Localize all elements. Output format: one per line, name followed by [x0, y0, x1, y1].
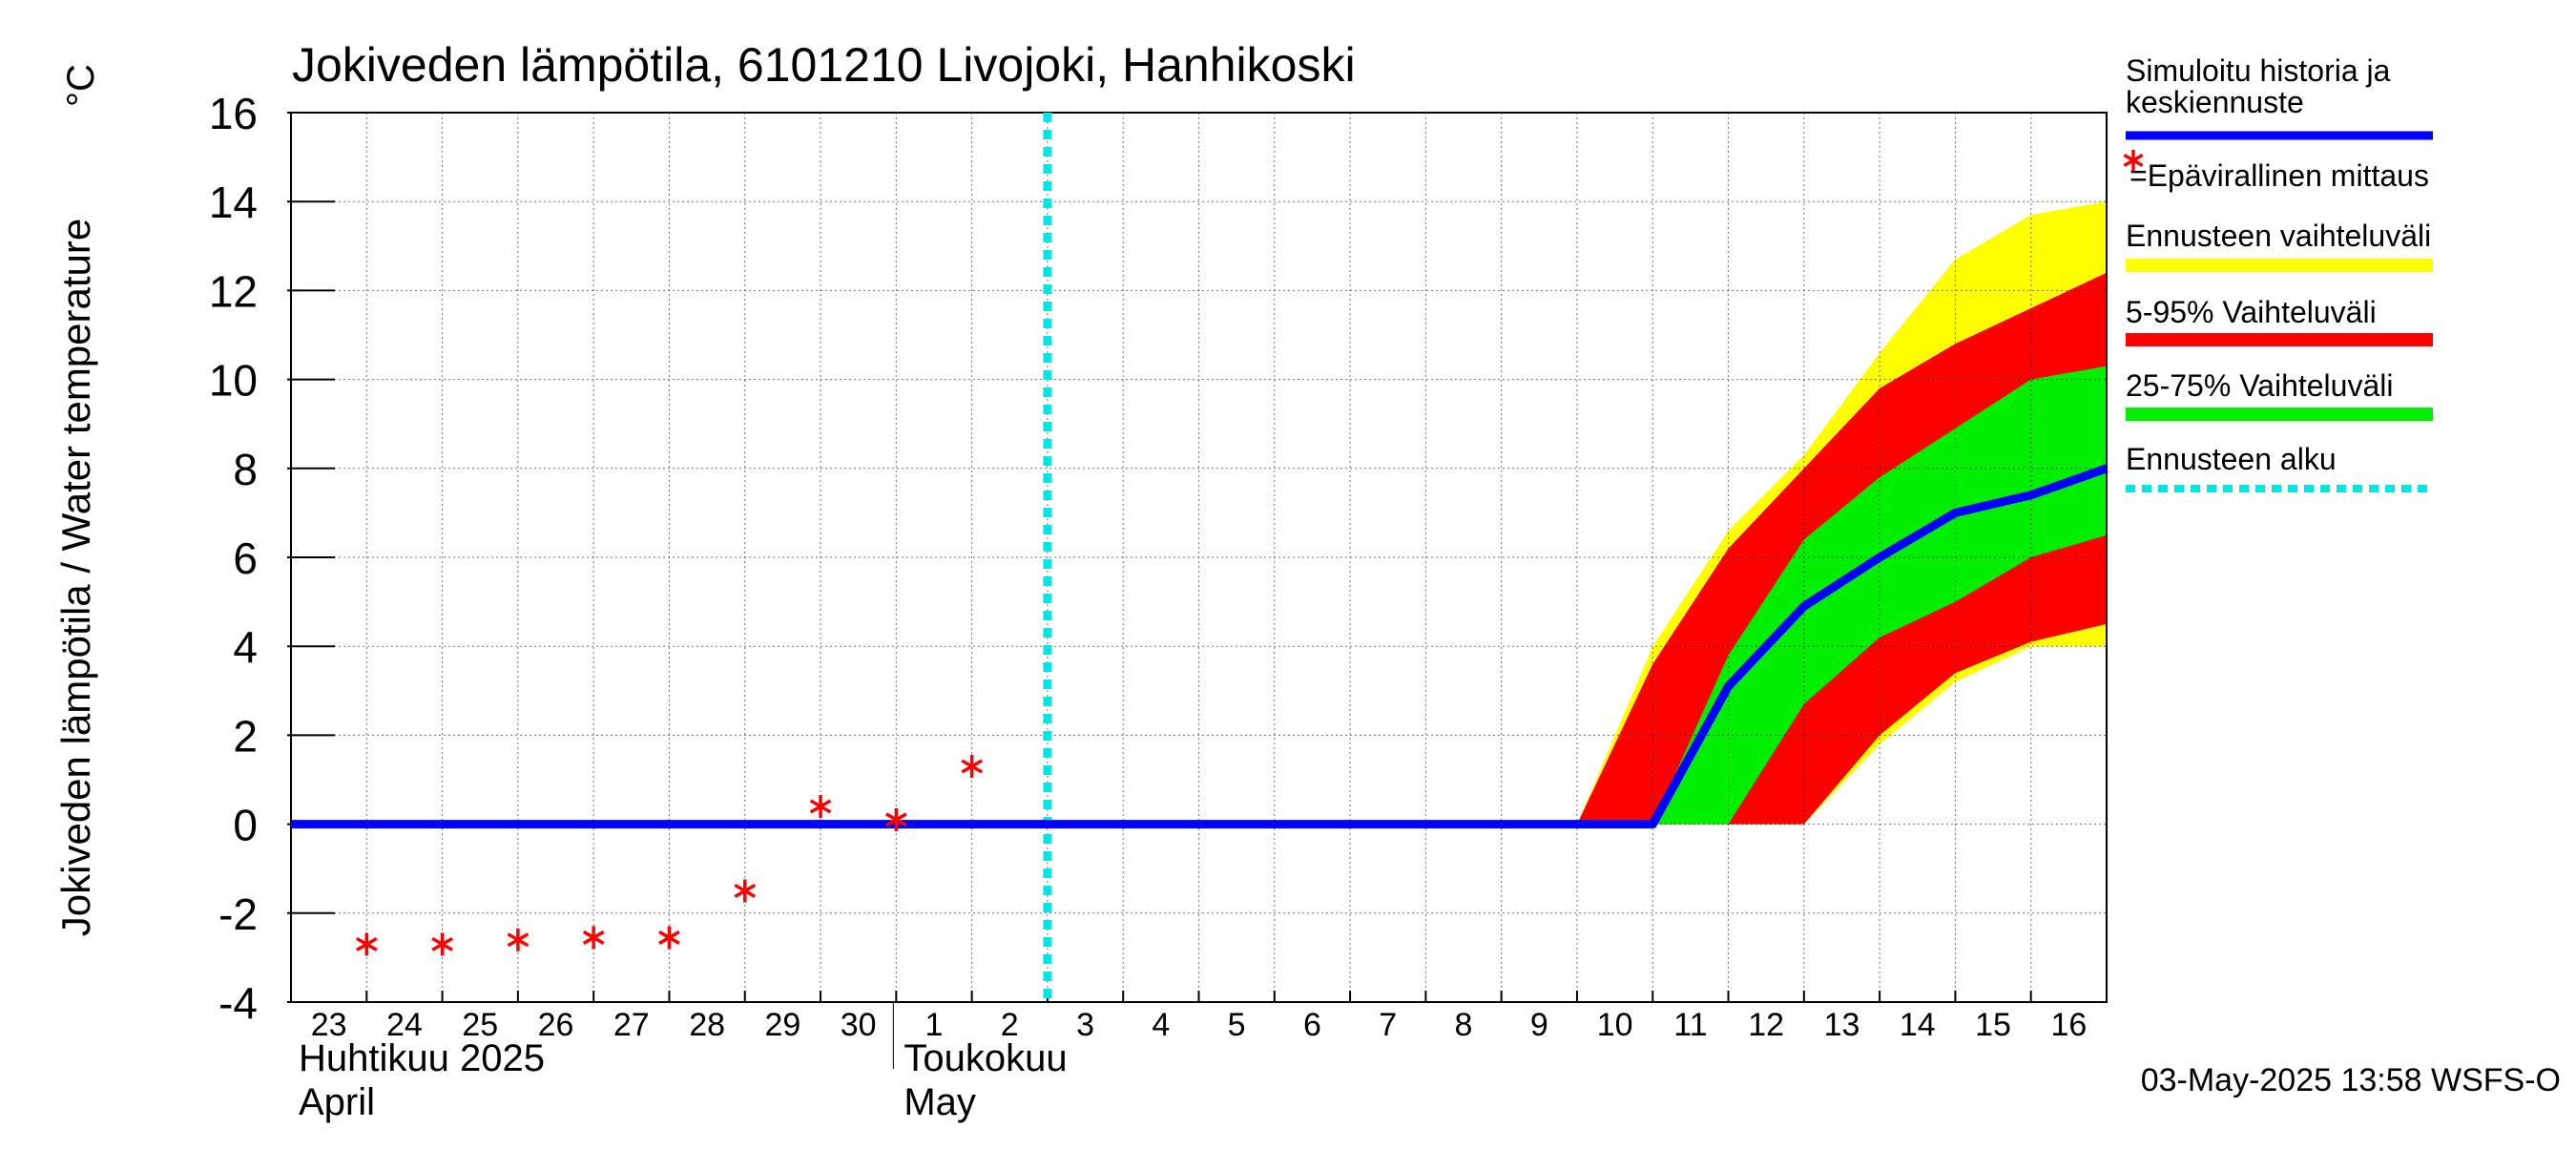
legend-swatch-bar [2126, 408, 2433, 421]
x-axis-labels: 23 24 25 26 27 28 29 30 1 2 3 4 5 6 7 8 9 10 11 12 13 14 15 16H… [299, 1007, 2087, 1123]
measurement-marker [734, 879, 757, 903]
legend-label: Simuloitu historia ja [2126, 53, 2391, 88]
legend-label: Ennusteen vaihteluväli [2126, 219, 2431, 253]
x-tick-label: 26 [538, 1007, 574, 1043]
y-axis-unit: °C [60, 64, 102, 107]
y-axis-labels: -4 -2 0 2 4 6 8 10 12 14 16 [209, 89, 258, 1028]
x-tick-label: 2 [1001, 1007, 1019, 1043]
x-tick-label: 16 [2050, 1007, 2087, 1043]
y-tick-label: -4 [218, 978, 258, 1028]
measurement-marker [582, 926, 605, 950]
y-tick-label: 2 [233, 711, 258, 761]
y-tick-label: 14 [209, 178, 258, 227]
legend-label: keskiennuste [2126, 85, 2304, 119]
x-tick-label: 7 [1379, 1007, 1397, 1043]
legend-swatch-bar [2126, 259, 2433, 272]
marker-stroke [885, 812, 907, 827]
measurement-marker [658, 926, 680, 950]
y-tick-label: 8 [233, 445, 258, 494]
legend-label: 5-95% Vaihteluväli [2126, 295, 2377, 329]
legend-label: =Epävirallinen mittaus [2129, 158, 2429, 193]
x-tick-label: 23 [311, 1007, 347, 1043]
x-tick-label: 28 [689, 1007, 725, 1043]
y-tick-label: -2 [218, 889, 258, 939]
month-label-fi: Huhtikuu 2025 [299, 1037, 545, 1079]
marker-stroke [809, 799, 832, 814]
marker-stroke [431, 936, 453, 951]
x-tick-label: 4 [1152, 1007, 1170, 1043]
chart-series [291, 113, 2109, 1002]
x-tick-label: 12 [1748, 1007, 1784, 1043]
x-tick-label: 11 [1673, 1007, 1707, 1043]
chart-axes [287, 112, 2108, 1069]
marker-stroke [582, 930, 605, 945]
chart-title: Jokiveden lämpötila, 6101210 Livojoki, H… [292, 38, 1356, 92]
y-tick-label: 10 [209, 356, 258, 406]
x-tick-label: 8 [1455, 1007, 1473, 1043]
marker-stroke [961, 759, 983, 774]
x-tick-label: 1 [925, 1007, 944, 1043]
x-tick-label: 9 [1530, 1007, 1548, 1043]
y-tick-label: 12 [209, 266, 258, 316]
legend-label: Ennusteen alku [2126, 442, 2337, 476]
x-tick-label: 14 [1900, 1007, 1936, 1043]
measurement-marker [507, 928, 530, 951]
x-tick-label: 25 [462, 1007, 498, 1043]
x-tick-label: 13 [1824, 1007, 1860, 1043]
x-tick-label: 6 [1303, 1007, 1321, 1043]
x-tick-label: 15 [1975, 1007, 2011, 1043]
measurement-marker [961, 755, 983, 779]
x-tick-label: 24 [386, 1007, 423, 1043]
marker-stroke [734, 883, 757, 899]
measurement-marker [431, 932, 453, 956]
x-tick-label: 27 [613, 1007, 650, 1043]
legend-label: 25-75% Vaihteluväli [2126, 368, 2393, 403]
month-label-en: April [299, 1081, 375, 1123]
marker-stroke [2123, 153, 2144, 168]
x-tick-label: 5 [1228, 1007, 1246, 1043]
y-tick-label: 6 [233, 533, 258, 583]
legend-swatch-bar [2126, 333, 2433, 346]
measurement-marker [355, 932, 378, 956]
y-tick-label: 4 [233, 622, 258, 672]
x-tick-label: 30 [841, 1007, 877, 1043]
marker-stroke [355, 936, 378, 951]
month-label-en: May [904, 1081, 976, 1123]
x-tick-label: 29 [764, 1007, 800, 1043]
month-label-fi: Toukokuu [904, 1037, 1067, 1079]
y-tick-label: 0 [233, 801, 258, 850]
measurement-marker [809, 794, 832, 818]
legend-swatch-marker [2123, 150, 2144, 171]
x-tick-label: 3 [1076, 1007, 1094, 1043]
measurement-marker [885, 807, 907, 831]
x-tick-label: 10 [1597, 1007, 1633, 1043]
chart-footer: 03-May-2025 13:58 WSFS-O [2141, 1062, 2561, 1098]
y-axis-title: Jokiveden lämpötila / Water temperature [53, 219, 98, 936]
marker-stroke [507, 932, 530, 948]
marker-stroke [658, 930, 680, 945]
series-line-1 [291, 464, 2109, 829]
y-tick-label: 16 [209, 89, 258, 138]
